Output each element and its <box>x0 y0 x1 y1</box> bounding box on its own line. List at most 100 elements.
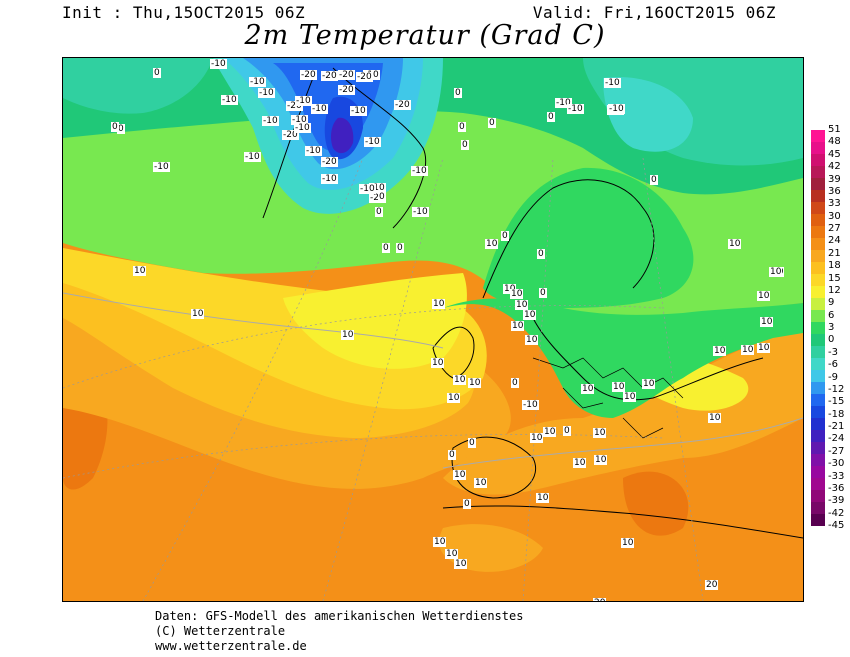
contour-label: -10 <box>567 104 584 114</box>
contour-label: 0 <box>117 124 125 134</box>
contour-label: -10 <box>359 184 376 194</box>
legend-tick-label: 21 <box>828 247 841 259</box>
legend-swatch <box>811 514 825 527</box>
contour-label: 10 <box>432 299 446 309</box>
legend-swatch <box>811 190 825 203</box>
legend-swatch <box>811 370 825 383</box>
legend-tick-label: 27 <box>828 223 841 234</box>
contour-label: 10 <box>447 393 461 403</box>
contour-label: 0 <box>539 288 547 298</box>
contour-label: 10 <box>341 330 355 340</box>
contour-label: -20 <box>282 130 299 140</box>
contour-label: 10 <box>454 559 468 569</box>
contour-label: 10 <box>503 284 517 294</box>
contour-label: 0 <box>153 68 161 78</box>
legend-tick-label: -33 <box>828 470 845 482</box>
valid-time: Valid: Fri,16OCT2015 06Z <box>532 3 776 22</box>
legend-tick-label: 42 <box>828 161 841 173</box>
contour-label: 10 <box>474 478 488 488</box>
contour-label: 10 <box>642 379 656 389</box>
footer-copyright: (C) Wetterzentrale <box>155 624 286 638</box>
map-canvas <box>63 58 803 601</box>
legend-swatch <box>811 442 825 455</box>
temperature-map: -10-10-20-20-20-10-10-10-20-20-20-10-10-… <box>62 57 804 602</box>
footer-website: www.wetterzentrale.de <box>155 639 307 653</box>
contour-label: 10 <box>453 375 467 385</box>
contour-label: 10 <box>133 266 147 276</box>
contour-label: 10 <box>468 378 482 388</box>
legend-tick-label: 0 <box>828 334 835 346</box>
legend-swatch <box>811 322 825 335</box>
contour-label: 10 <box>728 239 742 249</box>
legend-tick-label: 30 <box>828 210 841 222</box>
map-title: 2m Temperatur (Grad C) <box>244 20 606 51</box>
contour-label: 0 <box>463 499 471 509</box>
legend-tick-label: 12 <box>828 284 841 296</box>
legend-swatch <box>811 142 825 155</box>
legend-tick-label: 3 <box>828 322 835 333</box>
field-12 <box>283 273 467 369</box>
legend-tick-label: -21 <box>828 421 845 432</box>
contour-label: 0 <box>454 88 462 98</box>
footer-source: Daten: GFS-Modell des amerikanischen Wet… <box>155 609 524 623</box>
europe-coast <box>482 179 764 401</box>
contour-label: -10 <box>522 400 539 410</box>
canada-m3 <box>63 58 213 114</box>
contour-label: 10 <box>621 538 635 548</box>
field-3-europe <box>443 298 803 418</box>
contour-label: -10 <box>291 115 308 125</box>
legend-swatch <box>811 238 825 251</box>
contour-label: 10 <box>510 289 524 299</box>
contour-label: -20 <box>300 70 317 80</box>
legend-swatch <box>811 274 825 287</box>
contour-label: -10 <box>221 95 238 105</box>
contour-label: -10 <box>604 78 621 88</box>
legend-tick-label: -15 <box>828 396 845 408</box>
legend-swatch <box>811 334 825 347</box>
legend-tick-label: 45 <box>828 148 841 160</box>
contour-label: -20 <box>321 157 338 167</box>
contour-label: 10 <box>593 428 607 438</box>
contour-label: 0 <box>547 112 555 122</box>
contour-label: 10 <box>757 291 771 301</box>
legend-swatch <box>811 490 825 503</box>
contour-label: -20 <box>338 70 355 80</box>
contour-label: 0 <box>488 118 496 128</box>
legend-swatch <box>811 286 825 299</box>
contour-label: 10 <box>760 317 774 327</box>
contour-label: -10 <box>412 207 429 217</box>
greenland-coast <box>262 67 427 229</box>
contour-label: 0 <box>511 378 519 388</box>
country-borders <box>532 357 684 439</box>
contour-label: 20 <box>705 580 719 590</box>
contour-label: -10 <box>262 116 279 126</box>
legend-swatch <box>811 130 825 143</box>
legend-swatch <box>811 214 825 227</box>
legend-tick-label: -24 <box>828 433 845 445</box>
contour-label: 0 <box>563 426 571 436</box>
contour-label: -20 <box>286 101 303 111</box>
contour-label: 10 <box>612 382 626 392</box>
graticule <box>63 157 704 601</box>
legend-swatch <box>811 466 825 479</box>
legend-tick-label: -45 <box>828 520 845 531</box>
contour-label: 10 <box>769 267 783 277</box>
contour-label: 0 <box>501 231 509 241</box>
contour-label: 10 <box>573 458 587 468</box>
legend-swatch <box>811 310 825 323</box>
contour-label: 0 <box>468 438 476 448</box>
legend-tick-label: 48 <box>828 136 841 148</box>
legend-tick-label: 15 <box>828 272 841 284</box>
contour-label: 10 <box>485 239 499 249</box>
contour-label: 10 <box>530 433 544 443</box>
contour-label: 10 <box>543 427 557 437</box>
legend-tick-label: 36 <box>828 185 841 197</box>
contour-label: -10 <box>305 146 322 156</box>
legend-swatch <box>811 382 825 395</box>
legend-tick-label: -42 <box>828 507 845 519</box>
contour-label: 10 <box>757 343 771 353</box>
contour-label: -10 <box>249 77 266 87</box>
contour-10 <box>63 292 803 469</box>
legend-swatch <box>811 502 825 515</box>
legend-swatch <box>811 430 825 443</box>
